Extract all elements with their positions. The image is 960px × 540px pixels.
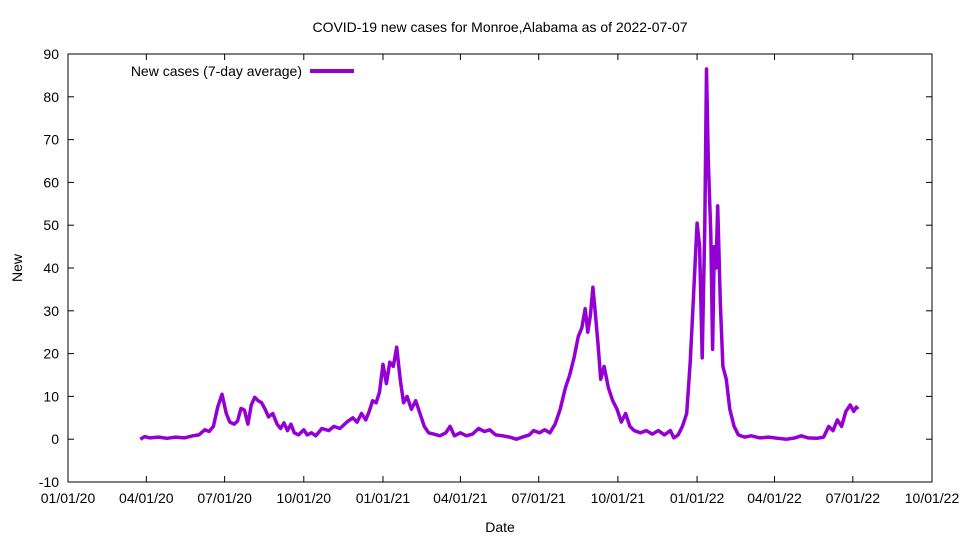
axis-ticks: -10 0 10 20 30 40 50 60 70 80 90 01/01/20 04/01/20 07… — [39, 46, 960, 506]
y-tick-label: 70 — [43, 132, 59, 148]
y-tick-label: 50 — [43, 217, 59, 233]
x-tick-label: 07/01/20 — [197, 490, 252, 506]
y-tick-label: -10 — [39, 474, 59, 490]
y-tick-label: 10 — [43, 388, 59, 404]
x-tick-label: 01/01/21 — [356, 490, 411, 506]
x-tick-label: 10/01/20 — [277, 490, 332, 506]
plot-frame — [67, 53, 933, 483]
chart-title: COVID-19 new cases for Monroe,Alabama as… — [312, 19, 687, 35]
y-tick-label: 20 — [43, 346, 59, 362]
legend: New cases (7-day average) — [131, 63, 354, 79]
y-tick-label: 60 — [43, 174, 59, 190]
x-tick-label: 01/01/22 — [670, 490, 725, 506]
y-tick-label: 30 — [43, 303, 59, 319]
y-tick-label: 80 — [43, 89, 59, 105]
x-tick-label: 10/01/22 — [905, 490, 960, 506]
x-tick-label: 04/01/20 — [119, 490, 174, 506]
y-tick-label: 40 — [43, 260, 59, 276]
x-axis-label: Date — [485, 519, 515, 535]
x-tick-label: 07/01/22 — [826, 490, 881, 506]
x-tick-label: 04/01/21 — [433, 490, 488, 506]
y-tick-label: 0 — [51, 431, 59, 447]
x-tick-label: 10/01/21 — [591, 490, 646, 506]
series-line — [139, 67, 860, 441]
legend-label: New cases (7-day average) — [131, 63, 302, 79]
y-axis-label: New — [9, 253, 25, 282]
x-tick-label: 04/01/22 — [747, 490, 802, 506]
series-layer — [139, 67, 860, 441]
x-tick-label: 01/01/20 — [41, 490, 96, 506]
y-tick-label: 90 — [43, 46, 59, 62]
x-tick-label: 07/01/21 — [511, 490, 566, 506]
